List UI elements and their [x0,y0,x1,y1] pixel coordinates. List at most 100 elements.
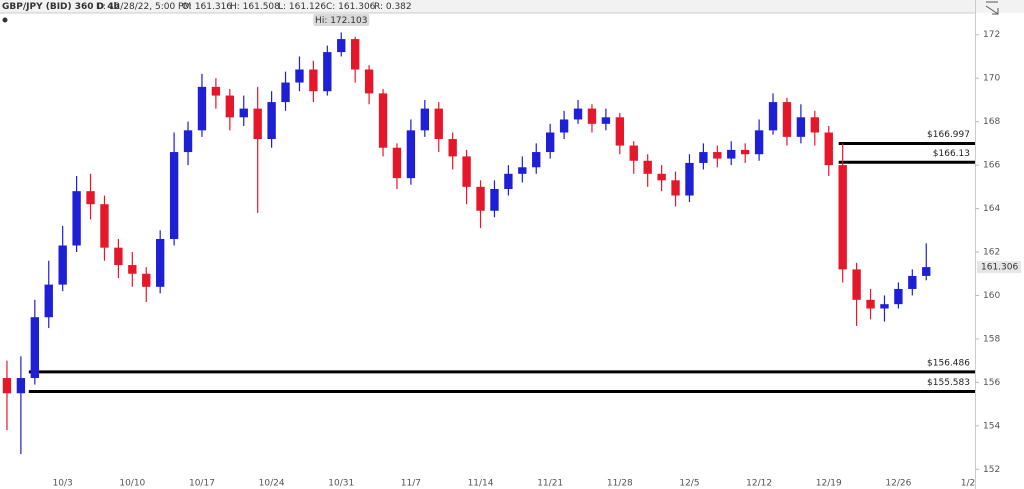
candle-body [58,245,67,285]
candle-body [615,117,624,146]
candle-body [183,130,193,153]
header-info: R: 0.382 [374,2,412,12]
candle-body [44,284,53,318]
y-tick-label: 158 [983,334,1000,344]
candle-body [295,69,304,83]
candle-body [866,299,875,309]
x-tick-label: 12/12 [746,479,772,489]
expand-icon[interactable] [985,1,999,15]
y-tick-label: 162 [983,248,1000,258]
x-tick-label: 10/3 [53,479,73,489]
candle-body [128,265,137,274]
candle-body [587,108,597,124]
candle-body [16,378,26,394]
candle-body [727,149,736,159]
level-label: $166.13 [933,149,970,159]
candle-body [114,247,123,266]
level-label: $155.583 [927,378,970,388]
y-tick-label: 170 [983,74,1000,84]
header-info: C: 161.306 [326,2,376,12]
y-tick-label: 160 [983,291,1000,301]
candle-body [392,147,402,179]
candle-body [197,86,207,131]
x-tick-label: 11/28 [607,479,633,489]
candle-body [754,130,764,155]
x-tick-label: 10/10 [119,479,145,489]
x-tick-label: 12/19 [816,479,842,489]
x-tick-label: 11/14 [468,479,494,489]
candle-body [2,378,12,394]
candle-body [573,108,583,120]
candle-body [782,102,792,137]
y-tick-label: 166 [983,161,1000,171]
candle-body [351,39,360,70]
candle-body [671,180,680,196]
candle-body [364,69,374,94]
last-price: 161.306 [981,263,1018,273]
candle-body [518,167,527,174]
candle-body [713,152,722,159]
candle-body [601,117,611,124]
candle-body [796,117,806,137]
candle-body [490,189,499,211]
x-tick-label: 10/31 [328,479,354,489]
candle-body [504,173,513,190]
y-tick-label: 156 [983,378,1000,388]
level-label: $166.997 [927,130,970,140]
candle-body [406,130,416,179]
candle-body [225,95,234,118]
candle-body [657,173,666,181]
x-tick-label: 12/5 [679,479,699,489]
candle-body [420,108,429,131]
candle-body [908,275,917,289]
candle-body [894,288,903,305]
x-tick-label: 12/26 [885,479,911,489]
candle-body [378,93,388,148]
candle-body [253,108,262,140]
header-info: H: 161.508 [230,2,280,12]
candle-body [267,102,276,140]
candle-body [86,191,95,205]
y-tick-label: 164 [983,204,1000,214]
header-info: GBP/JPY (BID) 360 D 4h [2,2,120,12]
header-info: D: 12/28/22, 5:00 PM [96,2,191,12]
candle-body [462,156,471,187]
x-tick-label: 11/21 [537,479,563,489]
x-tick-label: 10/17 [189,479,215,489]
candle-body [72,191,81,246]
candle-body [824,132,833,166]
candle-body [100,204,109,248]
candle-body [142,273,151,287]
candle-body [532,152,541,168]
header-info: O: 161.316 [182,2,232,12]
candle-body [211,86,221,96]
candle-body [643,160,652,174]
candle-body [880,304,889,309]
candle-body [838,165,847,270]
candle-body [685,162,694,196]
y-tick-label: 152 [983,465,1000,475]
x-tick-label: 1/2 [961,479,975,489]
candle-body [239,108,248,118]
candle-body [768,102,778,131]
indicator-dot [2,17,8,23]
y-tick-label: 168 [983,117,1000,127]
candle-body [434,108,443,140]
header-bar [0,0,1024,13]
candle-body [852,269,861,300]
candle-body [810,117,819,133]
candle-body [922,267,931,276]
x-tick-label: 11/7 [401,479,421,489]
candle-body [337,39,346,53]
candle-body [699,152,708,163]
last-price-box [977,261,1021,274]
header-info: L: 161.126 [278,2,326,12]
x-tick-label: 10/24 [259,479,285,489]
candle-body [281,82,290,103]
annotation-box [313,14,370,26]
y-tick-label: 172 [983,30,1000,40]
candle-body [448,139,457,157]
candle-body [156,238,165,287]
candle-body [476,186,485,211]
